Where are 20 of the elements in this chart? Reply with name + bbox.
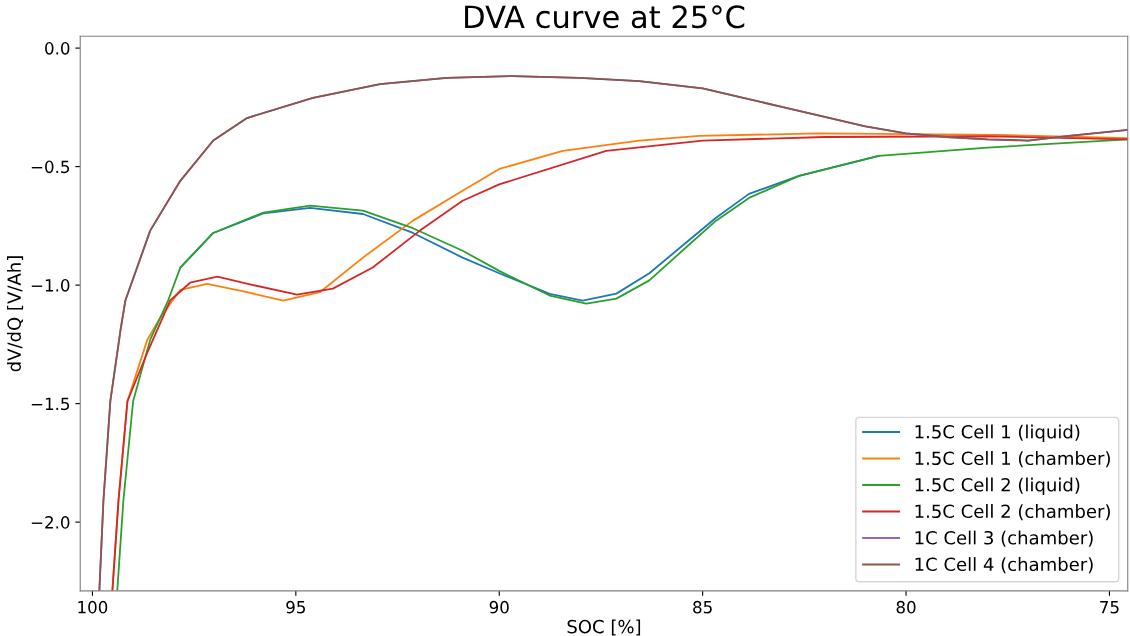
x-tick-label: 85 — [693, 600, 712, 614]
y-axis-title: dV/dQ [V/Ah] — [7, 256, 24, 372]
legend-label: 1.5C Cell 1 (chamber) — [915, 451, 1110, 468]
x-tick-label: 80 — [896, 600, 916, 614]
chart-title: DVA curve at 25°C — [465, 5, 745, 29]
y-tick-label: 0.0 — [45, 42, 70, 55]
legend-label: 1C Cell 3 (chamber) — [915, 530, 1093, 547]
legend-label: 1.5C Cell 1 (liquid) — [915, 424, 1080, 443]
x-tick-label: 100 — [78, 600, 108, 614]
x-tick-label: 90 — [489, 600, 509, 614]
x-axis-title: SOC [%] — [567, 619, 641, 636]
legend-label: 1.5C Cell 2 (chamber) — [915, 504, 1110, 521]
legend-label: 1C Cell 4 (chamber) — [915, 557, 1093, 574]
y-tick-label: −0.5 — [31, 160, 70, 174]
legend-label: 1.5C Cell 2 (liquid) — [915, 477, 1080, 496]
x-tick-label: 75 — [1100, 601, 1119, 614]
y-tick-label: −2.0 — [31, 516, 70, 529]
x-tick-label: 95 — [286, 600, 305, 614]
y-tick-label: −1.0 — [31, 279, 70, 292]
y-tick-label: −1.5 — [31, 397, 70, 411]
